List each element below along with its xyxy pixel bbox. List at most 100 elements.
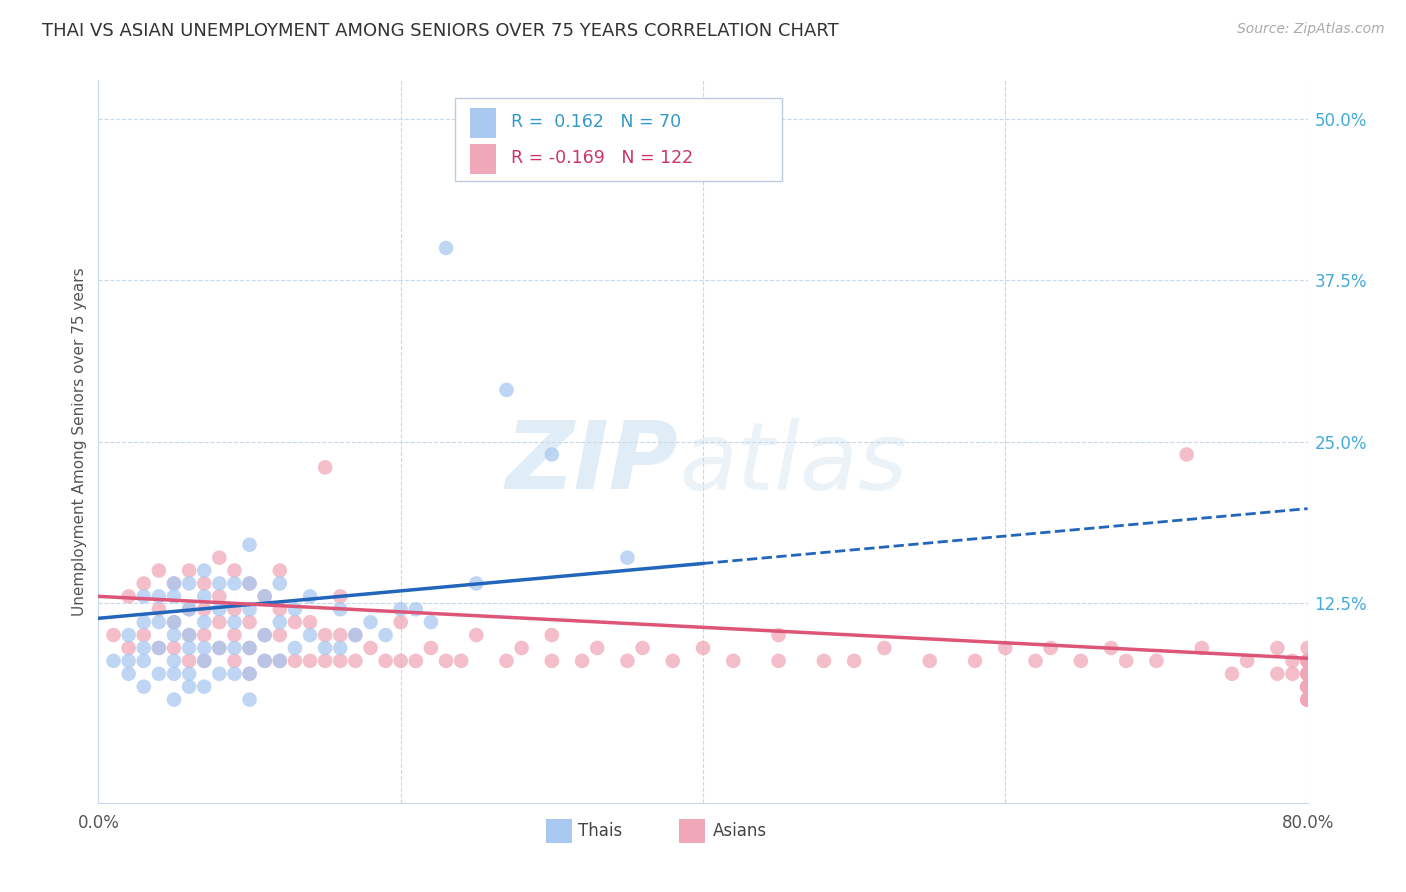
Point <box>284 654 307 668</box>
Point <box>163 615 186 630</box>
Point <box>1296 666 1319 681</box>
Point <box>1296 692 1319 706</box>
Point <box>495 383 517 397</box>
Point <box>284 615 307 630</box>
Point <box>360 640 382 655</box>
Text: Asians: Asians <box>713 822 766 840</box>
Point <box>616 654 638 668</box>
Point <box>163 640 186 655</box>
Point <box>148 602 170 616</box>
Text: R = -0.169   N = 122: R = -0.169 N = 122 <box>510 149 693 168</box>
Point <box>253 628 276 642</box>
Point <box>1281 666 1303 681</box>
Point <box>329 640 352 655</box>
Point <box>1296 692 1319 706</box>
Point <box>918 654 941 668</box>
Point <box>540 654 562 668</box>
Point <box>179 576 201 591</box>
Point <box>844 654 866 668</box>
Point <box>1039 640 1062 655</box>
Point <box>510 640 533 655</box>
Point <box>208 576 231 591</box>
Point <box>132 628 155 642</box>
Point <box>434 654 457 668</box>
Point <box>118 590 141 604</box>
Point <box>179 628 201 642</box>
Point <box>1024 654 1046 668</box>
Point <box>344 628 367 642</box>
Point <box>495 654 517 668</box>
Point <box>148 640 170 655</box>
Point <box>284 640 307 655</box>
Point <box>299 654 322 668</box>
Point <box>193 628 215 642</box>
Point <box>179 654 201 668</box>
Point <box>1296 654 1319 668</box>
Point <box>163 666 186 681</box>
Point <box>1296 680 1319 694</box>
Point <box>405 654 427 668</box>
Point <box>1070 654 1092 668</box>
Point <box>1296 680 1319 694</box>
Point <box>239 640 262 655</box>
Point <box>692 640 714 655</box>
Point <box>163 590 186 604</box>
Point <box>1191 640 1213 655</box>
Point <box>1296 666 1319 681</box>
Point <box>1296 666 1319 681</box>
Point <box>1267 640 1289 655</box>
Point <box>239 640 262 655</box>
Point <box>224 564 246 578</box>
Point <box>631 640 654 655</box>
Point <box>239 538 262 552</box>
Point <box>239 666 262 681</box>
Point <box>132 615 155 630</box>
Point <box>132 680 155 694</box>
FancyBboxPatch shape <box>679 820 706 843</box>
Point <box>193 654 215 668</box>
Point <box>1296 666 1319 681</box>
Point <box>1099 640 1122 655</box>
Point <box>132 576 155 591</box>
Point <box>253 590 276 604</box>
Point <box>1267 666 1289 681</box>
Point <box>329 590 352 604</box>
Point <box>224 628 246 642</box>
Point <box>1296 654 1319 668</box>
Point <box>299 590 322 604</box>
Point <box>224 640 246 655</box>
Point <box>179 602 201 616</box>
FancyBboxPatch shape <box>470 144 496 174</box>
Point <box>1296 666 1319 681</box>
Point <box>193 602 215 616</box>
Point <box>118 654 141 668</box>
Point <box>118 666 141 681</box>
Point <box>1296 692 1319 706</box>
Point <box>163 692 186 706</box>
Text: atlas: atlas <box>679 417 907 508</box>
Point <box>193 576 215 591</box>
Point <box>965 654 987 668</box>
Point <box>1236 654 1258 668</box>
Point <box>269 654 291 668</box>
Point <box>269 602 291 616</box>
Point <box>148 615 170 630</box>
Point <box>1296 680 1319 694</box>
Point <box>1296 666 1319 681</box>
Point <box>208 666 231 681</box>
Point <box>103 654 125 668</box>
Point <box>723 654 745 668</box>
Point <box>405 602 427 616</box>
Point <box>163 576 186 591</box>
Point <box>540 628 562 642</box>
Point <box>163 576 186 591</box>
Point <box>1115 654 1137 668</box>
Point <box>132 640 155 655</box>
Point <box>118 628 141 642</box>
Point <box>163 654 186 668</box>
Point <box>768 628 790 642</box>
Point <box>299 628 322 642</box>
Point <box>1281 654 1303 668</box>
Point <box>1296 692 1319 706</box>
Point <box>239 666 262 681</box>
